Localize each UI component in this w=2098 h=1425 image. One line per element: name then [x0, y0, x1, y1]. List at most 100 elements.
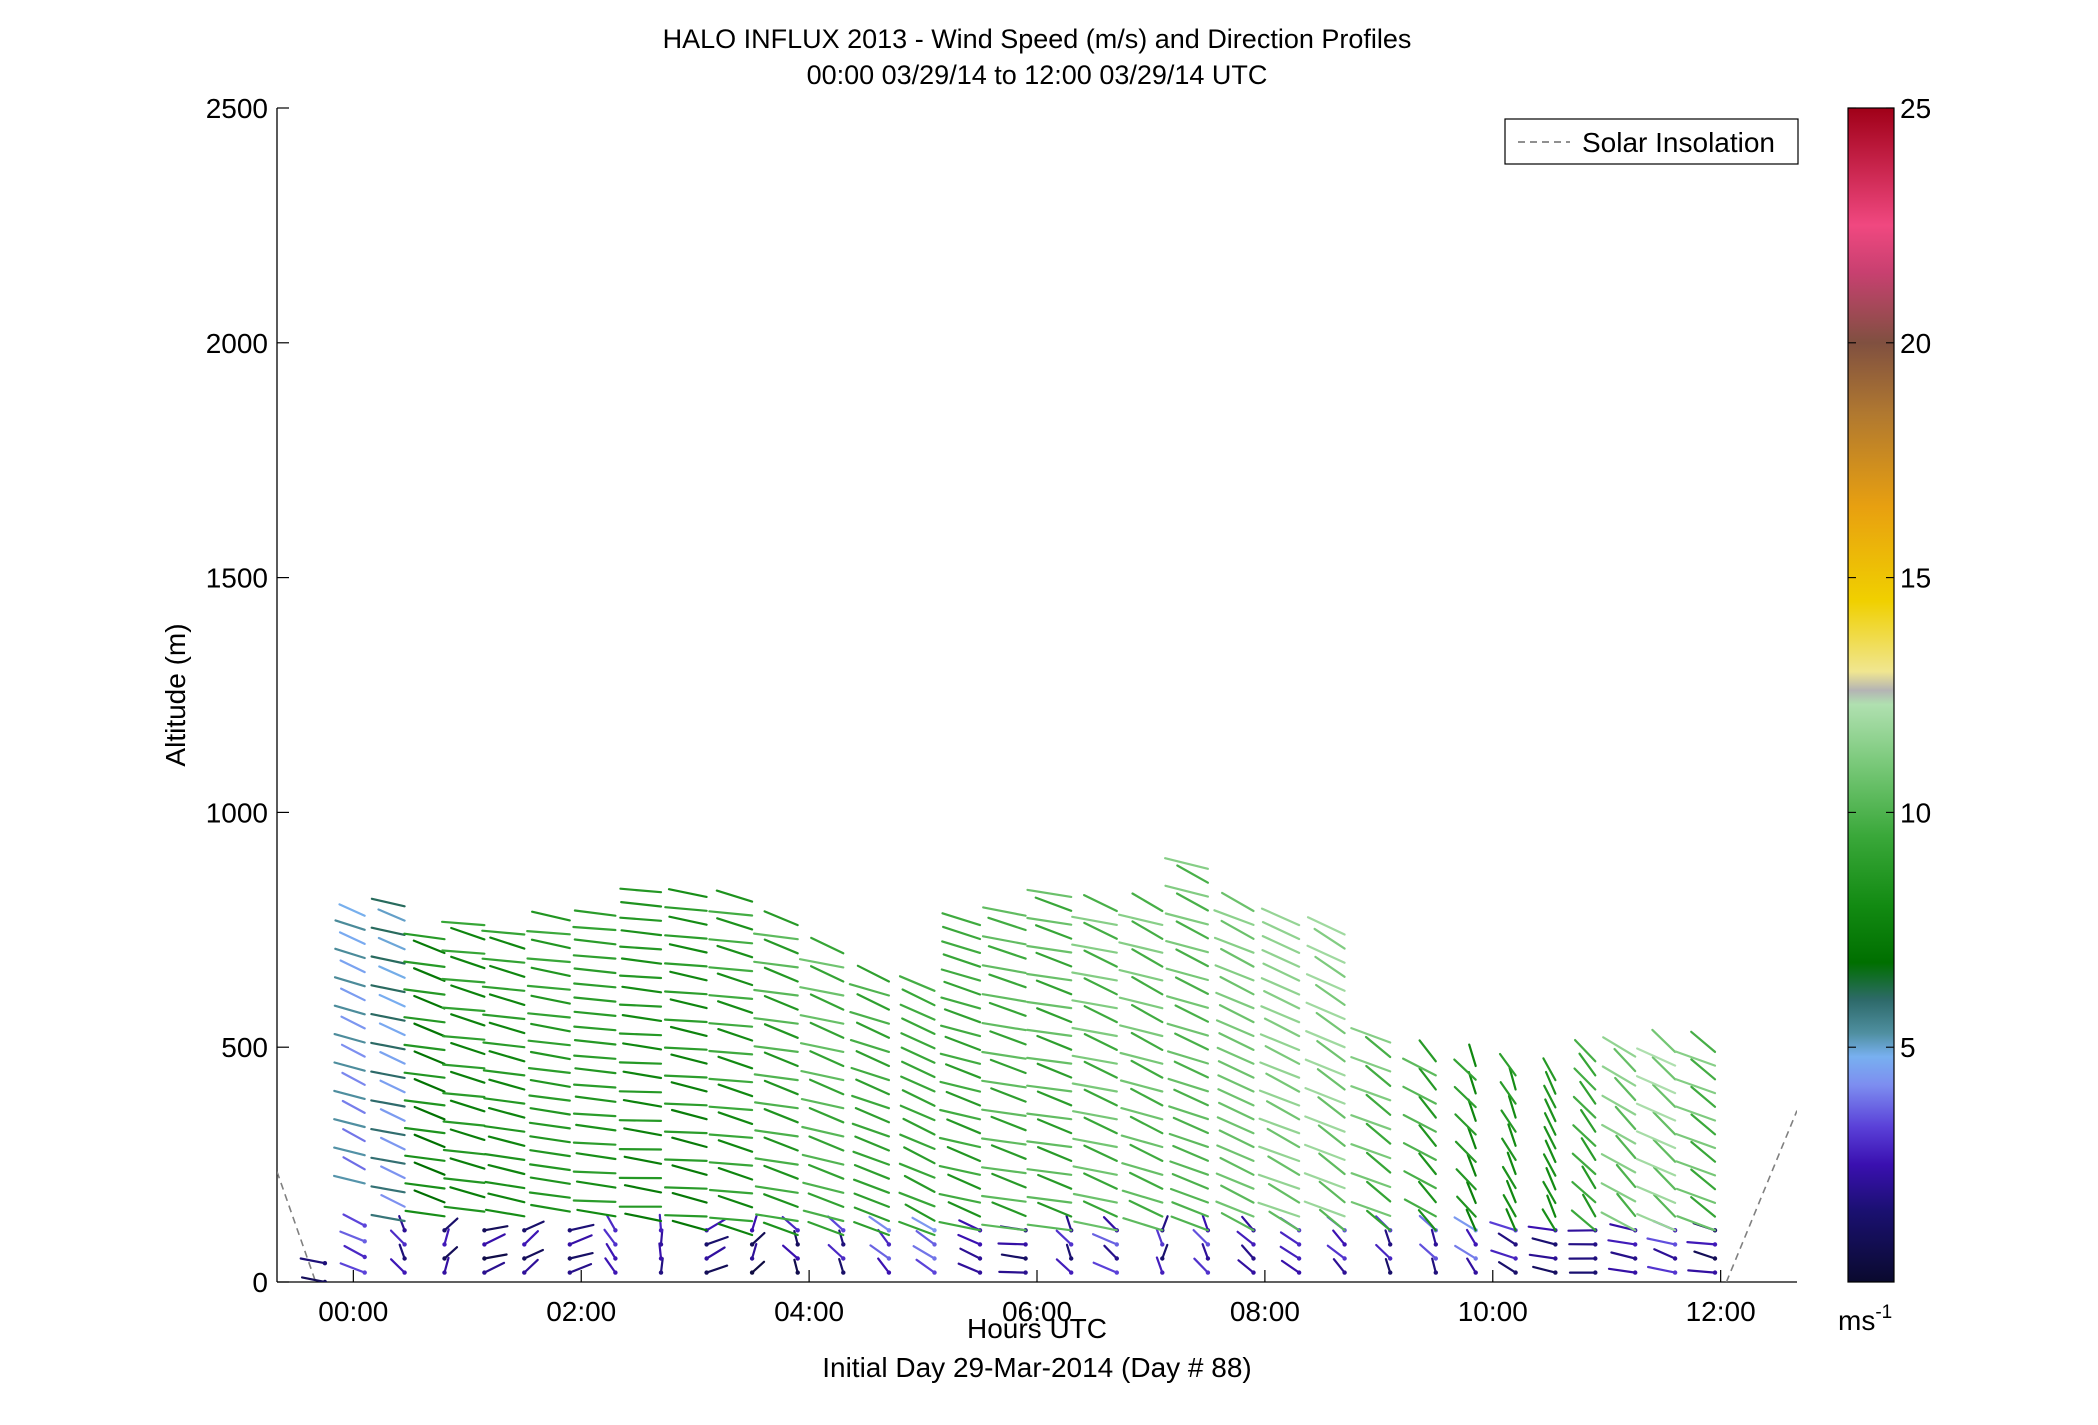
wind-barb [1258, 1089, 1301, 1107]
wind-barb [1653, 1248, 1677, 1260]
wind-barb [482, 1069, 526, 1077]
wind-barb [1365, 1151, 1392, 1174]
wind-barb [1071, 1082, 1118, 1093]
wind-barb [1083, 1116, 1118, 1135]
wind-barb [852, 1150, 891, 1166]
x-tick-label: 00:00 [318, 1296, 388, 1327]
wind-barb [576, 1208, 617, 1218]
wind-barb [799, 1042, 845, 1054]
wind-barb [377, 936, 406, 951]
wind-barb [482, 1013, 526, 1021]
chart-subtitle: 00:00 03/29/14 to 12:00 03/29/14 UTC [807, 60, 1268, 90]
wind-barb [442, 1148, 486, 1156]
wind-barb [483, 1225, 509, 1232]
wind-barb [398, 1214, 406, 1232]
wind-barb [898, 975, 936, 992]
wind-barb [1418, 1124, 1437, 1147]
wind-barb [853, 1163, 891, 1180]
wind-barb [342, 1128, 366, 1143]
wind-barb [622, 1098, 663, 1108]
wind-barb [1686, 1240, 1717, 1246]
wind-barb [342, 1156, 366, 1171]
wind-barb [753, 1017, 799, 1025]
wind-barb [1579, 1108, 1597, 1133]
wind-barb [1600, 1182, 1637, 1203]
wind-barb [717, 1055, 754, 1070]
wind-barb [441, 920, 486, 927]
wind-barb [855, 1078, 891, 1096]
wind-barb-dot [1296, 1270, 1302, 1275]
wind-barb [1218, 1129, 1255, 1149]
wind-barb [333, 1061, 366, 1072]
wind-barb [1418, 1095, 1437, 1119]
wind-barb [663, 962, 708, 968]
wind-barb [1501, 1137, 1517, 1162]
wind-barb [1026, 1028, 1073, 1038]
wind-barb [1193, 1257, 1210, 1274]
wind-barb [1502, 1194, 1517, 1218]
wind-barb [370, 955, 406, 965]
wind-barb [619, 916, 663, 922]
wind-barb [1215, 1172, 1255, 1190]
wind-barb [1652, 1138, 1677, 1163]
wind-barb [763, 1051, 799, 1068]
wind-barb [378, 1022, 406, 1037]
wind-barb [1280, 1259, 1301, 1274]
wind-barb-dot [1633, 1242, 1638, 1247]
wind-barb [340, 1015, 366, 1030]
wind-barb [1122, 1217, 1164, 1232]
wind-barb [753, 1073, 799, 1082]
wind-barb [1674, 1050, 1717, 1067]
wind-barb [333, 1089, 366, 1101]
wind-barb-dot [1205, 1270, 1211, 1275]
wind-barb [1490, 1249, 1517, 1260]
wind-barb [1072, 1137, 1118, 1149]
wind-barb [853, 1192, 891, 1209]
wind-barb [1572, 1124, 1597, 1147]
colorbar-tick-label: 15 [1900, 563, 1931, 594]
wind-barb [624, 1212, 663, 1223]
wind-barb-dot [1513, 1270, 1518, 1275]
wind-barb [1365, 1093, 1392, 1116]
wind-barb [1216, 1144, 1255, 1163]
wind-barb [1501, 1165, 1517, 1190]
wind-barb [901, 988, 936, 1007]
wind-barb [1318, 1208, 1346, 1232]
wind-barb [899, 1133, 936, 1151]
wind-barb [877, 1257, 891, 1274]
wind-barb [753, 960, 799, 969]
wind-barb-dot [1513, 1242, 1518, 1247]
wind-barb [1083, 1032, 1118, 1052]
wind-barb [898, 1220, 936, 1237]
wind-barb [763, 1023, 799, 1039]
wind-barb-dot [1553, 1242, 1558, 1247]
wind-barb [1035, 951, 1073, 968]
wind-barb [959, 1247, 982, 1260]
wind-barb [618, 1032, 663, 1037]
wind-barb [1418, 1039, 1437, 1063]
colorbar-bar [1847, 107, 1895, 1283]
wind-barb [1279, 1245, 1301, 1260]
wind-barb [868, 1215, 891, 1232]
wind-barb [1130, 1031, 1164, 1052]
wind-barb [717, 1027, 754, 1042]
wind-barb [900, 1046, 936, 1064]
wind-barb [708, 1105, 754, 1112]
wind-barb [941, 925, 982, 941]
wind-barb [941, 912, 982, 927]
wind-barb [708, 966, 754, 973]
y-tick-label: 1500 [206, 563, 268, 594]
wind-barb [716, 972, 754, 987]
wind-barb-dot [362, 1239, 367, 1244]
wind-barb [488, 993, 526, 1007]
wind-barb [709, 1216, 754, 1223]
wind-barb [443, 1228, 450, 1246]
wind-barb [1579, 1080, 1597, 1105]
wind-barb-dot [1553, 1256, 1558, 1261]
wind-barb [1573, 1067, 1597, 1091]
wind-barb [1026, 1195, 1073, 1204]
wind-barb [442, 1120, 486, 1127]
wind-barb [1260, 977, 1301, 996]
x-tick-label: 10:00 [1458, 1296, 1528, 1327]
wind-barb [899, 1003, 936, 1021]
